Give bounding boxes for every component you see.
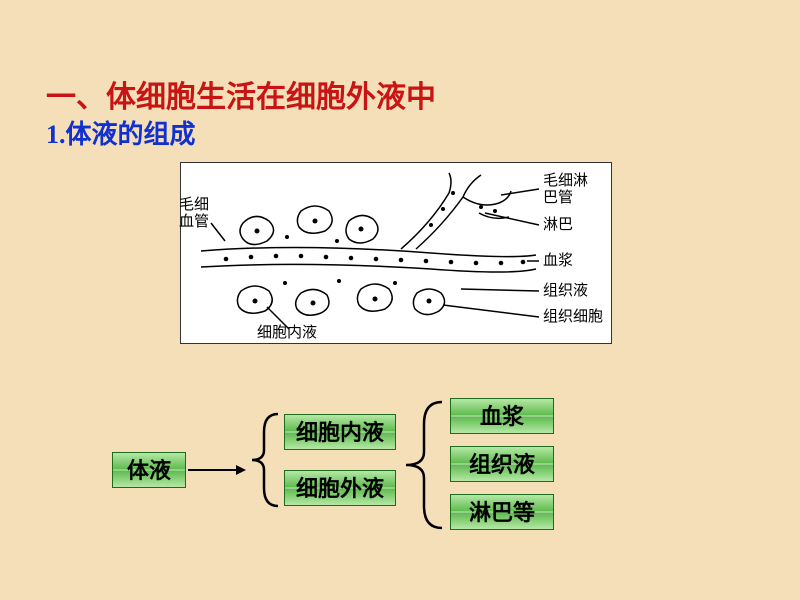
tree-leaf-lymph: 淋巴等 [450, 494, 554, 530]
label-tissue-cell: 组织细胞 [543, 309, 603, 326]
brace-right [400, 396, 446, 534]
label-capillary-lymph: 毛细淋 巴管 [543, 173, 588, 206]
tree-arrow [188, 469, 244, 471]
label-tissue-fluid: 组织液 [543, 283, 588, 300]
section-subheading: 1.体液的组成 [46, 114, 196, 151]
brace-left [248, 410, 282, 510]
tree-mid-intracellular: 细胞内液 [284, 414, 396, 450]
section-heading: 一、体细胞生活在细胞外液中 [46, 72, 436, 116]
tree-leaf-tissue-fluid: 组织液 [450, 446, 554, 482]
tree-mid-extracellular: 细胞外液 [284, 470, 396, 506]
tree-leaf-plasma: 血浆 [450, 398, 554, 434]
label-lymph: 淋巴 [543, 217, 573, 234]
label-plasma: 血浆 [543, 253, 573, 270]
label-capillary-blood: 毛细 血管 [179, 197, 209, 230]
label-intracellular: 细胞内液 [257, 325, 317, 342]
tree-root: 体液 [112, 452, 186, 488]
anatomy-diagram: 毛细 血管 毛细淋 巴管 淋巴 血浆 组织液 组织细胞 细胞内液 [180, 162, 612, 344]
